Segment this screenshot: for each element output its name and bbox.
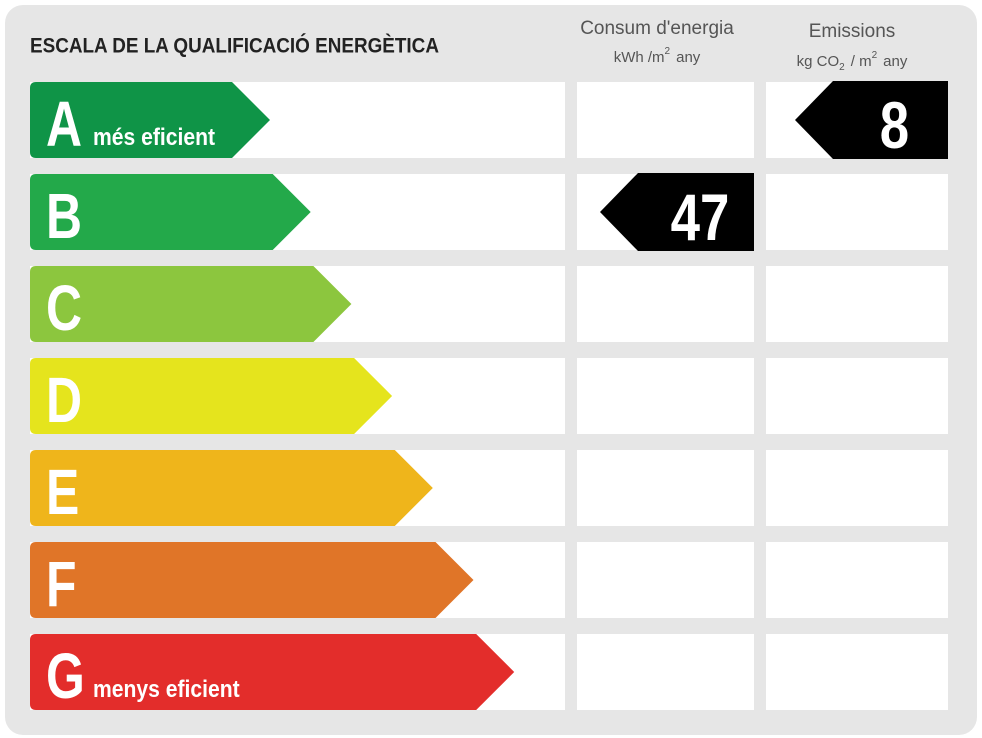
unit-end: any [676,49,701,66]
rating-label: menys eficient [93,676,240,703]
consumption-unit: kWh /m2 any [614,46,701,66]
unit: kg CO [797,53,840,70]
unit-sub: 2 [839,62,845,73]
rating-arrow [30,174,311,250]
consumption-cell [577,266,754,342]
title: ESCALA DE LA QUALIFICACIÓ ENERGÈTICA [30,33,439,58]
emissions-cell [766,358,948,434]
rating-letter: B [46,181,82,252]
rating-arrow [30,542,474,618]
consumption-marker [600,173,754,251]
rating-arrow [30,82,270,158]
consumption-value: 47 [671,180,730,254]
consumption-cell [577,634,754,710]
emissions-value: 8 [880,88,909,162]
rating-arrow [30,266,352,342]
emissions-unit: kg CO2/ m2 any [797,50,908,73]
rating-letter: A [46,89,82,160]
rating-letter: D [46,365,82,436]
rating-label: més eficient [93,124,215,151]
rating-arrow [30,450,433,526]
emissions-cell [766,266,948,342]
unit-sup: 2 [665,46,671,57]
emissions-cell [766,542,948,618]
consumption-cell [577,542,754,618]
emissions-title: Emissions [809,21,896,42]
rating-letter: G [46,641,85,712]
rating-arrow [30,358,393,434]
emissions-cell [766,634,948,710]
emissions-cell [766,174,948,250]
rating-arrow [30,634,515,710]
consumption-cell [577,82,754,158]
unit-mid: / m [851,53,872,70]
unit-sup: 2 [872,50,878,61]
rating-letter: E [46,457,79,528]
unit-end: any [883,53,908,70]
consumption-cell [577,450,754,526]
emissions-cell [766,450,948,526]
consumption-cell [577,358,754,434]
rating-letter: C [46,273,82,344]
rating-letter: F [46,549,76,620]
unit: kWh /m [614,49,665,66]
consumption-title: Consum d'energia [580,18,734,39]
emissions-marker [795,81,948,159]
